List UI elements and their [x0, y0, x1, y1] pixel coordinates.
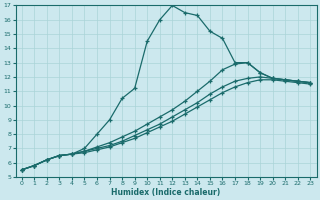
X-axis label: Humidex (Indice chaleur): Humidex (Indice chaleur) [111, 188, 221, 197]
